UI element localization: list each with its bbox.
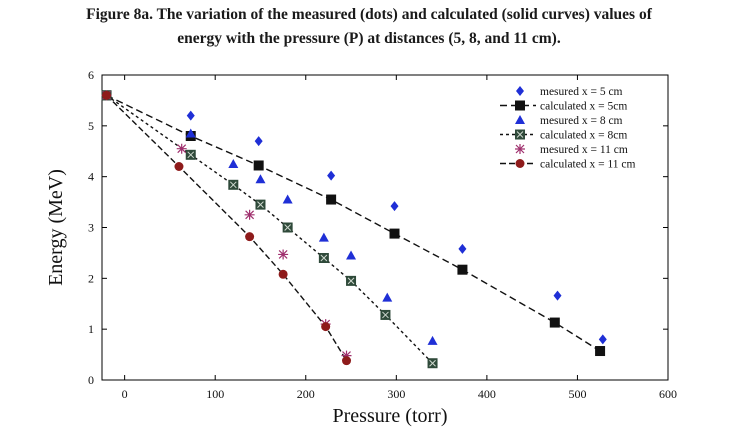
data-point [228, 158, 239, 168]
data-point [255, 174, 266, 184]
x-tick-label: 0 [122, 387, 128, 401]
y-tick-label: 5 [88, 119, 94, 133]
data-point [553, 290, 562, 301]
legend-marker [515, 144, 525, 154]
data-point [390, 201, 399, 212]
data-point [321, 322, 331, 332]
data-point [346, 275, 357, 286]
data-point [278, 269, 288, 279]
data-point [244, 209, 255, 220]
data-point [228, 179, 239, 190]
data-point [427, 358, 438, 369]
x-axis-title: Pressure (torr) [333, 405, 448, 427]
legend-label: calculated x = 8cm [540, 130, 627, 142]
legend-marker [515, 100, 525, 111]
data-point [382, 292, 393, 302]
legend-marker [515, 159, 525, 168]
data-point [427, 335, 438, 345]
legend-marker [516, 86, 524, 96]
y-tick-label: 0 [88, 373, 94, 387]
data-point [254, 136, 263, 147]
y-tick-label: 1 [88, 322, 94, 336]
data-point [253, 160, 264, 171]
data-point [245, 232, 255, 242]
legend-label: mesured x = 5 cm [540, 86, 623, 98]
figure-caption-line-1: Figure 8a. The variation of the measured… [86, 6, 652, 23]
data-point [341, 350, 352, 361]
data-point [185, 149, 196, 160]
series-line [106, 94, 348, 362]
y-tick-label: 2 [88, 271, 94, 285]
series-lines [106, 94, 601, 364]
legend-label: calculated x = 11 cm [540, 159, 636, 171]
data-point [255, 199, 266, 210]
x-tick-label: 400 [478, 387, 496, 401]
legend-marker [515, 129, 525, 140]
data-point [282, 194, 293, 204]
data-point [346, 250, 357, 260]
axis-ticks: 0 100 200 300 400 500 600 0 1 2 3 4 5 6 [88, 68, 677, 401]
x-tick-label: 600 [659, 387, 677, 401]
data-point [176, 143, 187, 154]
x-tick-label: 500 [568, 387, 586, 401]
y-tick-label: 3 [88, 221, 94, 235]
legend: mesured x = 5 cm calculated x = 5cm mesure… [500, 86, 636, 171]
data-point [380, 309, 391, 320]
data-point [595, 346, 606, 357]
data-point [549, 317, 560, 328]
x-tick-label: 300 [387, 387, 405, 401]
x-tick-label: 100 [206, 387, 224, 401]
legend-label: calculated x = 5cm [540, 101, 627, 113]
y-axis-title: Energy (MeV) [45, 169, 67, 286]
data-point [102, 90, 112, 100]
series-line [106, 94, 434, 364]
data-point [282, 222, 293, 233]
figure-caption-line-2: energy with the pressure (P) at distance… [177, 30, 561, 47]
data-point [342, 356, 352, 366]
series-line [106, 94, 601, 352]
y-tick-label: 4 [88, 170, 94, 184]
y-tick-label: 6 [88, 68, 94, 82]
data-point [318, 253, 329, 263]
data-point [598, 334, 607, 345]
data-point [457, 264, 468, 275]
data-point [327, 170, 336, 181]
data-point [458, 243, 467, 254]
legend-label: mesured x = 11 cm [540, 144, 628, 156]
data-point [186, 110, 195, 121]
legend-label: mesured x = 8 cm [540, 115, 623, 127]
series-markers [101, 90, 607, 369]
data-point [318, 232, 329, 242]
data-point [174, 162, 184, 171]
data-point [326, 194, 337, 205]
data-point [389, 228, 400, 239]
data-point [185, 128, 196, 138]
data-point [278, 249, 289, 260]
legend-marker [515, 115, 525, 124]
x-tick-label: 200 [297, 387, 315, 401]
